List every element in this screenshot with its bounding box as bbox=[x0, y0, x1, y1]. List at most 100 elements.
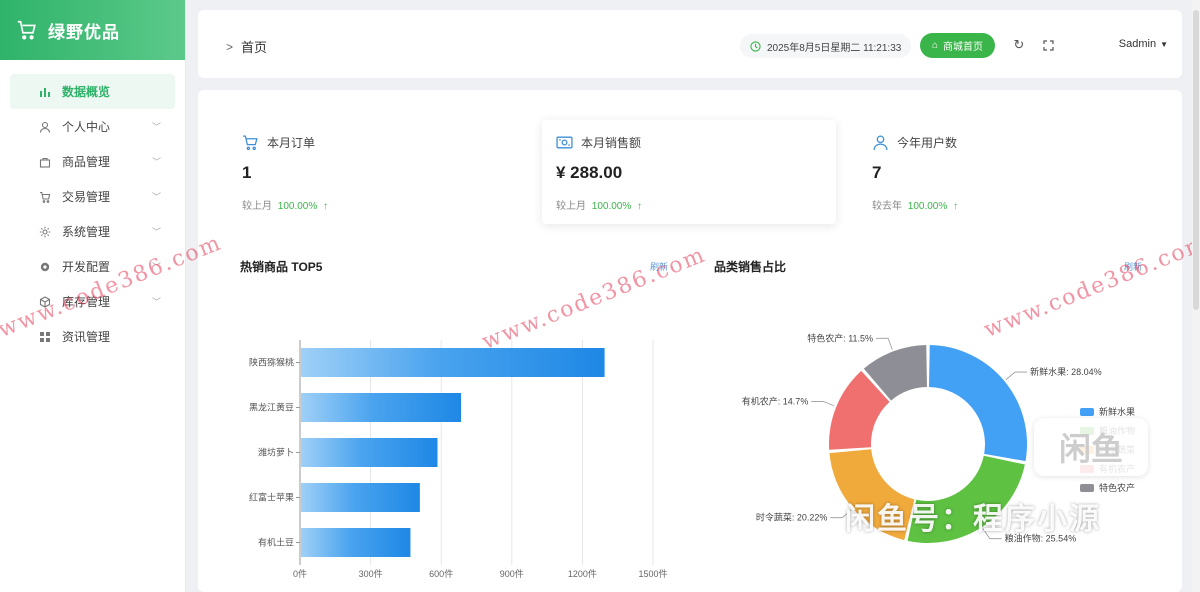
page-scrollbar[interactable] bbox=[1192, 0, 1200, 592]
stat-trend: 较上月 100.00% ↑ bbox=[556, 197, 822, 212]
breadcrumb: > 首页 bbox=[226, 37, 267, 56]
stat-value: ¥ 288.00 bbox=[556, 163, 623, 182]
brand-header[interactable]: 绿野优品 bbox=[0, 0, 185, 60]
sidebar-item-trades[interactable]: 交易管理 ﹀ bbox=[10, 179, 175, 214]
breadcrumb-home[interactable]: 首页 bbox=[241, 40, 268, 55]
stat-card-users: 今年用户数 7 较去年 100.00% ↑ bbox=[858, 120, 1152, 224]
sidebar-item-label: 交易管理 bbox=[62, 190, 111, 204]
fullscreen-icon[interactable] bbox=[1039, 36, 1057, 54]
box-icon bbox=[38, 295, 52, 309]
scrollbar-thumb[interactable] bbox=[1193, 10, 1199, 310]
category-donut-chart: 新鲜水果: 28.04% 粮油作物: 25.54% 时令蔬菜: 20.22% 有机农产… bbox=[742, 332, 1102, 543]
shop-home-label: 商城首页 bbox=[943, 42, 984, 53]
label-leader bbox=[811, 401, 835, 407]
datetime-display: 2025年8月5日星期二 11:21:33 bbox=[740, 34, 912, 58]
sidebar-item-dev-config[interactable]: 开发配置 ﹀ bbox=[10, 249, 175, 284]
slice-label: 时令蔬菜: 20.22% bbox=[756, 512, 828, 523]
cart-icon bbox=[243, 135, 258, 151]
brand-title: 绿野优品 bbox=[48, 22, 120, 42]
chevron-right-icon: > bbox=[226, 39, 234, 54]
sidebar-item-news[interactable]: 资讯管理 bbox=[10, 319, 175, 354]
cog-icon bbox=[38, 260, 52, 274]
home-icon: ⌂ bbox=[932, 40, 939, 51]
shop-icon bbox=[38, 155, 52, 169]
trend-value: 100.00% bbox=[907, 201, 948, 212]
sidebar-item-inventory[interactable]: 库存管理 ﹀ bbox=[10, 284, 175, 319]
chevron-down-icon: ﹀ bbox=[151, 122, 161, 132]
donut-slice bbox=[928, 345, 1027, 462]
pie-chart-title: 品类销售占比 bbox=[714, 260, 787, 274]
sidebar-item-label: 资讯管理 bbox=[62, 330, 111, 344]
legend-item[interactable]: 特色农产 bbox=[1080, 478, 1135, 497]
slice-label: 粮油作物: 25.54% bbox=[1005, 533, 1077, 544]
cart-icon bbox=[38, 190, 52, 204]
x-tick-label: 1200件 bbox=[568, 568, 597, 579]
user-menu[interactable]: Sadmin ▼ bbox=[1119, 38, 1168, 50]
x-tick-label: 900件 bbox=[500, 568, 524, 579]
refresh-icon[interactable]: ↻ bbox=[1013, 37, 1025, 52]
money-icon bbox=[556, 136, 573, 149]
trend-value: 100.00% bbox=[277, 201, 318, 212]
sidebar-item-label: 个人中心 bbox=[62, 120, 111, 134]
grid-icon bbox=[38, 330, 52, 344]
gear-icon bbox=[38, 225, 52, 239]
sidebar-item-label: 开发配置 bbox=[62, 260, 111, 274]
sidebar-item-label: 商品管理 bbox=[62, 155, 111, 169]
stat-card-sales: 本月销售额 ¥ 288.00 较上月 100.00% ↑ bbox=[542, 120, 836, 224]
user-icon bbox=[873, 135, 888, 150]
sidebar-item-system[interactable]: 系统管理 ﹀ bbox=[10, 214, 175, 249]
stat-label: 本月销售额 bbox=[581, 136, 642, 150]
trend-label: 较上月 bbox=[556, 201, 586, 212]
hot-products-bar-chart: 0件 300件 600件 900件 1200件 1500件 陕西猕猴桃黑龙江黄豆潍坊萝卜红富… bbox=[249, 340, 668, 579]
chevron-down-icon: ﹀ bbox=[151, 297, 161, 307]
stat-trend: 较去年 100.00% ↑ bbox=[872, 197, 1138, 212]
stat-card-orders: 本月订单 1 较上月 100.00% ↑ bbox=[228, 120, 522, 224]
top-header: > 首页 2025年8月5日星期二 11:21:33 ⌂ 商城首页 ↻ Sadm… bbox=[198, 10, 1182, 78]
donut-slice bbox=[907, 455, 1025, 543]
arrow-up-icon: ↑ bbox=[323, 201, 329, 212]
chevron-down-icon: ﹀ bbox=[151, 157, 161, 167]
chevron-down-icon: ﹀ bbox=[151, 192, 161, 202]
shop-home-button[interactable]: ⌂ 商城首页 bbox=[920, 33, 996, 58]
bar bbox=[301, 393, 462, 422]
username: Sadmin bbox=[1118, 38, 1157, 50]
arrow-up-icon: ↑ bbox=[953, 201, 959, 212]
bar bbox=[301, 348, 605, 377]
sidebar-menu: 数据概览 个人中心 ﹀ 商品管理 ﹀ 交易管理 ﹀ 系统管理 ﹀ 开发配置 ﹀ bbox=[0, 60, 185, 354]
datetime-text: 2025年8月5日星期二 11:21:33 bbox=[767, 42, 902, 54]
y-tick-label: 黑龙江黄豆 bbox=[249, 402, 294, 413]
donut-slice bbox=[863, 345, 928, 401]
x-tick-label: 1500件 bbox=[638, 568, 667, 579]
legend-label: 新鲜水果 bbox=[1099, 407, 1136, 417]
stat-label: 本月订单 bbox=[267, 136, 316, 150]
bar-chart-title: 热销商品 TOP5 bbox=[240, 260, 323, 274]
cart-logo-icon bbox=[17, 20, 36, 40]
legend-swatch bbox=[1080, 407, 1094, 416]
sidebar-item-label: 库存管理 bbox=[62, 295, 111, 309]
stat-value: 7 bbox=[872, 163, 882, 182]
sidebar: 绿野优品 数据概览 个人中心 ﹀ 商品管理 ﹀ 交易管理 ﹀ 系统管理 ﹀ bbox=[0, 0, 186, 592]
legend-swatch bbox=[1080, 483, 1094, 492]
arrow-up-icon: ↑ bbox=[637, 201, 643, 212]
slice-label: 新鲜水果: 28.04% bbox=[1030, 366, 1102, 377]
slice-label: 有机农产: 14.7% bbox=[742, 395, 809, 406]
xianyu-logo: 闲鱼 bbox=[1034, 418, 1148, 476]
sidebar-item-overview[interactable]: 数据概览 bbox=[10, 74, 175, 109]
legend-item[interactable]: 新鲜水果 bbox=[1080, 402, 1135, 421]
chevron-down-icon: ﹀ bbox=[151, 227, 161, 237]
sidebar-item-label: 数据概览 bbox=[62, 85, 111, 99]
trend-label: 较上月 bbox=[242, 201, 272, 212]
label-leader bbox=[982, 528, 1002, 540]
sidebar-item-products[interactable]: 商品管理 ﹀ bbox=[10, 144, 175, 179]
stat-value: 1 bbox=[242, 163, 252, 182]
trend-label: 较去年 bbox=[872, 201, 902, 212]
bar bbox=[301, 483, 420, 512]
bar-refresh-link[interactable]: 刷新 bbox=[650, 262, 669, 272]
pie-refresh-link[interactable]: 刷新 bbox=[1124, 262, 1143, 272]
bar bbox=[301, 438, 438, 467]
sidebar-item-profile[interactable]: 个人中心 ﹀ bbox=[10, 109, 175, 144]
y-tick-label: 潍坊萝卜 bbox=[258, 447, 294, 458]
x-tick-label: 600件 bbox=[429, 568, 453, 579]
label-leader bbox=[1005, 371, 1028, 381]
stat-label: 今年用户数 bbox=[897, 136, 958, 150]
